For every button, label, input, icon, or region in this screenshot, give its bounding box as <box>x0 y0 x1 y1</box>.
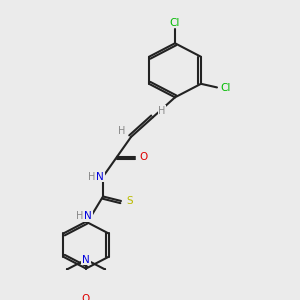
Text: H: H <box>118 126 126 136</box>
Text: N: N <box>84 211 92 221</box>
Text: Cl: Cl <box>221 83 231 93</box>
Text: H: H <box>88 172 96 182</box>
Text: N: N <box>82 254 90 265</box>
Text: H: H <box>158 106 166 116</box>
Text: O: O <box>82 294 90 300</box>
Text: N: N <box>96 172 104 182</box>
Text: Cl: Cl <box>170 17 180 28</box>
Text: O: O <box>140 152 148 162</box>
Text: S: S <box>127 196 133 206</box>
Text: H: H <box>76 211 84 221</box>
